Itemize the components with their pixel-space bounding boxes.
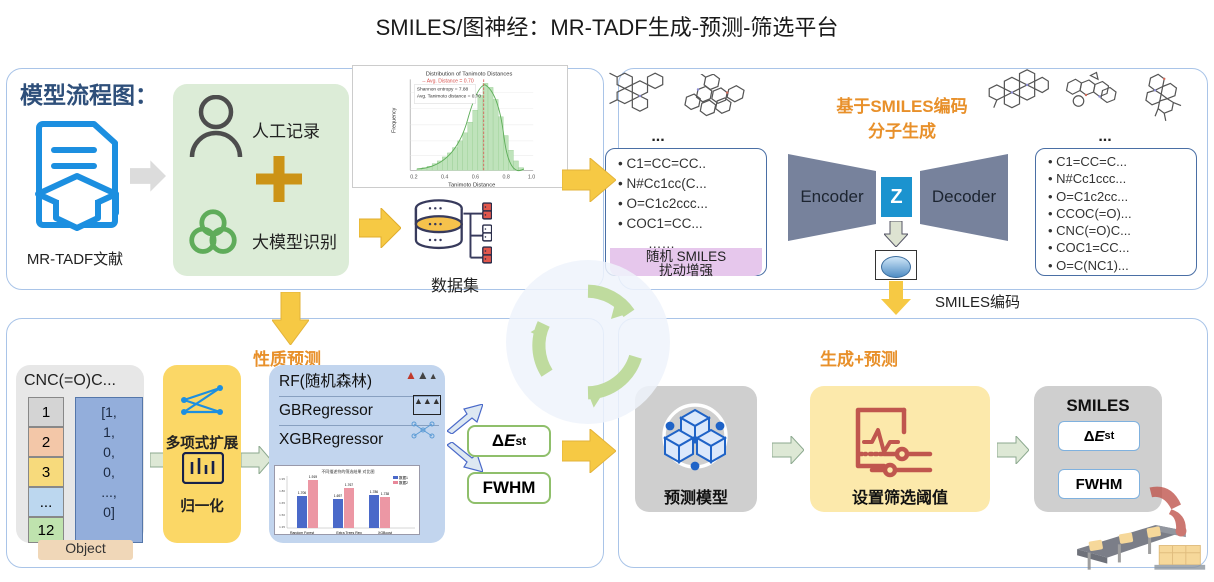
svg-text:1.697: 1.697 xyxy=(334,494,342,498)
svg-text:0.8: 0.8 xyxy=(502,174,509,180)
svg-text:1.786: 1.786 xyxy=(370,490,378,494)
svg-text:-- Avg. Distance = 0.70: -- Avg. Distance = 0.70 xyxy=(422,79,474,85)
svg-text:1.706: 1.706 xyxy=(298,491,306,495)
svg-text:Shannon entropy = 7.88: Shannon entropy = 7.88 xyxy=(417,87,469,93)
svg-text:0.2: 0.2 xyxy=(410,174,417,180)
svg-text:Frequency: Frequency xyxy=(391,107,397,133)
svg-text:XGBoost: XGBoost xyxy=(378,531,392,535)
svg-text:0.4: 0.4 xyxy=(441,174,448,180)
svg-text:1.919: 1.919 xyxy=(309,475,317,479)
svg-text:1.80: 1.80 xyxy=(279,489,285,493)
svg-text:Random Forest: Random Forest xyxy=(290,531,314,535)
svg-text:不同描述符的筛选结果 对比图: 不同描述符的筛选结果 对比图 xyxy=(321,468,374,474)
svg-text:数据2: 数据2 xyxy=(399,480,408,485)
svg-text:数据1: 数据1 xyxy=(399,475,408,480)
svg-text:Tanimoto Distance: Tanimoto Distance xyxy=(448,182,495,188)
svg-text:1.95: 1.95 xyxy=(279,477,285,481)
svg-text:1.738: 1.738 xyxy=(381,492,389,496)
svg-text:1.767: 1.767 xyxy=(345,483,353,487)
svg-text:1.50: 1.50 xyxy=(279,513,285,517)
svg-text:1.0: 1.0 xyxy=(528,174,535,180)
svg-text:Avg. Tanimoto distance = 0.70: Avg. Tanimoto distance = 0.70 xyxy=(417,93,482,99)
svg-text:1.35: 1.35 xyxy=(279,525,285,529)
svg-text:0.6: 0.6 xyxy=(472,174,479,180)
svg-text:1.65: 1.65 xyxy=(279,501,285,505)
svg-text:Extra Trees Reg: Extra Trees Reg xyxy=(336,531,361,535)
svg-text:Distribution of Tanimoto Dista: Distribution of Tanimoto Distances xyxy=(426,71,513,77)
